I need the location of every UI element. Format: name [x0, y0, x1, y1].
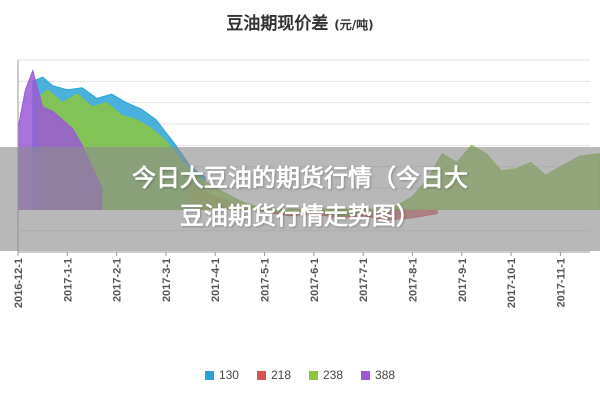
- x-tick-label: 2017-3-1: [161, 258, 173, 302]
- legend-swatch: [309, 370, 318, 380]
- legend-swatch: [361, 370, 371, 380]
- legend-swatch: [256, 370, 266, 380]
- chart-title-unit: (元/吨): [334, 18, 374, 32]
- x-tick-label: 2016-12-1: [13, 258, 25, 308]
- x-tick-label: 2017-11-1: [555, 258, 567, 308]
- banner-line-2: 豆油期货行情走势图）: [180, 202, 420, 230]
- overlay-banner: 今日大豆油的期货行情（今日大 豆油期货行情走势图）: [0, 147, 600, 251]
- legend-label: 130: [218, 368, 239, 382]
- legend-item-388: 388: [361, 368, 395, 382]
- chart-title-text: 豆油期现价差: [226, 14, 329, 34]
- x-tick-label: 2017-1-1: [62, 258, 74, 302]
- legend-item-130: 130: [204, 368, 239, 382]
- banner-line-1: 今日大豆油的期货行情（今日大: [132, 164, 468, 192]
- legend-item-238: 238: [309, 368, 343, 382]
- legend-label: 388: [375, 368, 396, 382]
- x-tick-label: 2017-9-1: [457, 258, 469, 302]
- legend-swatch: [204, 370, 214, 380]
- x-tick-label: 2017-2-1: [112, 258, 124, 302]
- banner-headline: 今日大豆油的期货行情（今日大 豆油期货行情走势图）: [0, 159, 600, 235]
- legend-label: 238: [323, 368, 344, 382]
- chart-legend: 130 218 238 388: [0, 368, 600, 382]
- x-tick-label: 2017-8-1: [407, 258, 419, 302]
- x-tick-label: 2017-10-1: [506, 258, 518, 308]
- legend-item-218: 218: [256, 368, 291, 382]
- chart-title: 豆油期现价差 (元/吨): [0, 9, 600, 34]
- x-tick-label: 2017-6-1: [309, 258, 321, 302]
- x-tick-labels: 2016-12-1 2017-1-1 2017-2-1 2017-3-1 2017-4-…: [13, 252, 567, 308]
- legend-label: 218: [270, 368, 291, 382]
- x-tick-label: 2017-7-1: [358, 258, 370, 302]
- x-tick-label: 2017-5-1: [260, 258, 272, 302]
- x-tick-label: 2017-4-1: [210, 258, 222, 302]
